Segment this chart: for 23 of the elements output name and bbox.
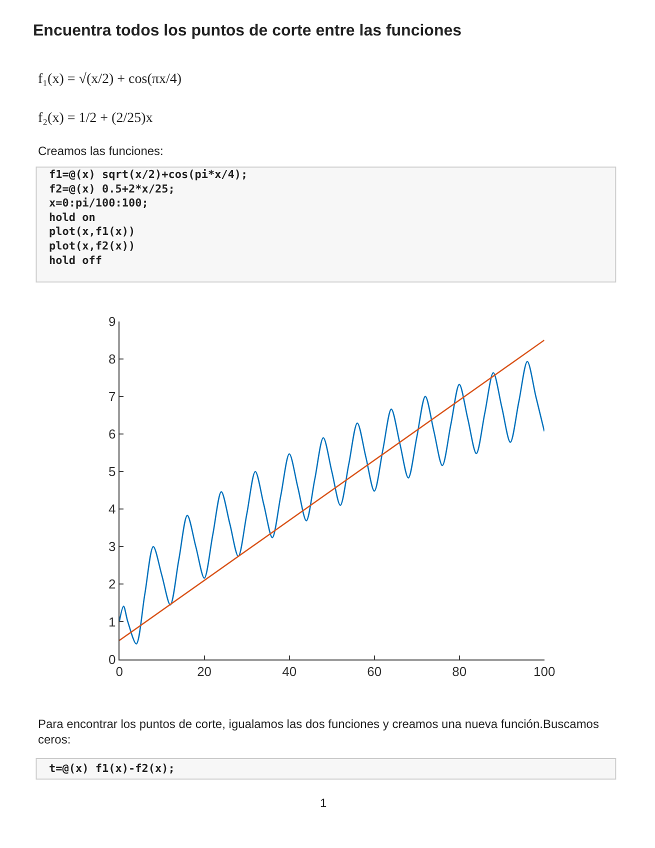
y-tick-label: 6	[108, 426, 116, 442]
y-tick-label: 8	[108, 351, 116, 366]
y-tick-label: 5	[108, 464, 116, 480]
text: Creamos las funciones:	[38, 144, 164, 158]
text: t=@(x) f1(x)-f2(x);	[49, 762, 175, 775]
x-tick-label: 80	[452, 664, 467, 679]
text: Para encontrar los puntos de corte, igualamos las dos funciones y creamos una nueva función.Buscamos ceros:	[38, 717, 599, 747]
y-tick-label: 3	[108, 539, 116, 554]
x-tick-label: 40	[282, 664, 297, 679]
y-tick-label: 9	[108, 314, 116, 329]
y-tick-label: 2	[108, 576, 116, 592]
text: f₂(x) = 1/2 + (2/25)x	[38, 111, 153, 126]
text: 1	[320, 796, 327, 810]
text: f1=@(x) sqrt(x/2)+cos(pi*x/4); f2=@(x) 0.5+2*x/25; x=0:pi/100:100; hold on plot(x,f1(x)) plot(x,f2(x)) hold off	[49, 168, 248, 267]
text: f₁(x) = √(x/2) + cos(πx/4)	[38, 71, 182, 87]
y-tick-label: 1	[108, 614, 116, 630]
chart-title: Encuentra todos los puntos de corte entre las funciones	[33, 22, 462, 40]
x-tick-label: 60	[367, 664, 382, 679]
y-tick-label: 7	[108, 388, 116, 404]
x-tick-label: 20	[197, 664, 212, 679]
y-tick-label: 4	[108, 502, 116, 517]
x-tick-label: 100	[533, 664, 556, 679]
y-tick-label: 0	[108, 652, 116, 667]
